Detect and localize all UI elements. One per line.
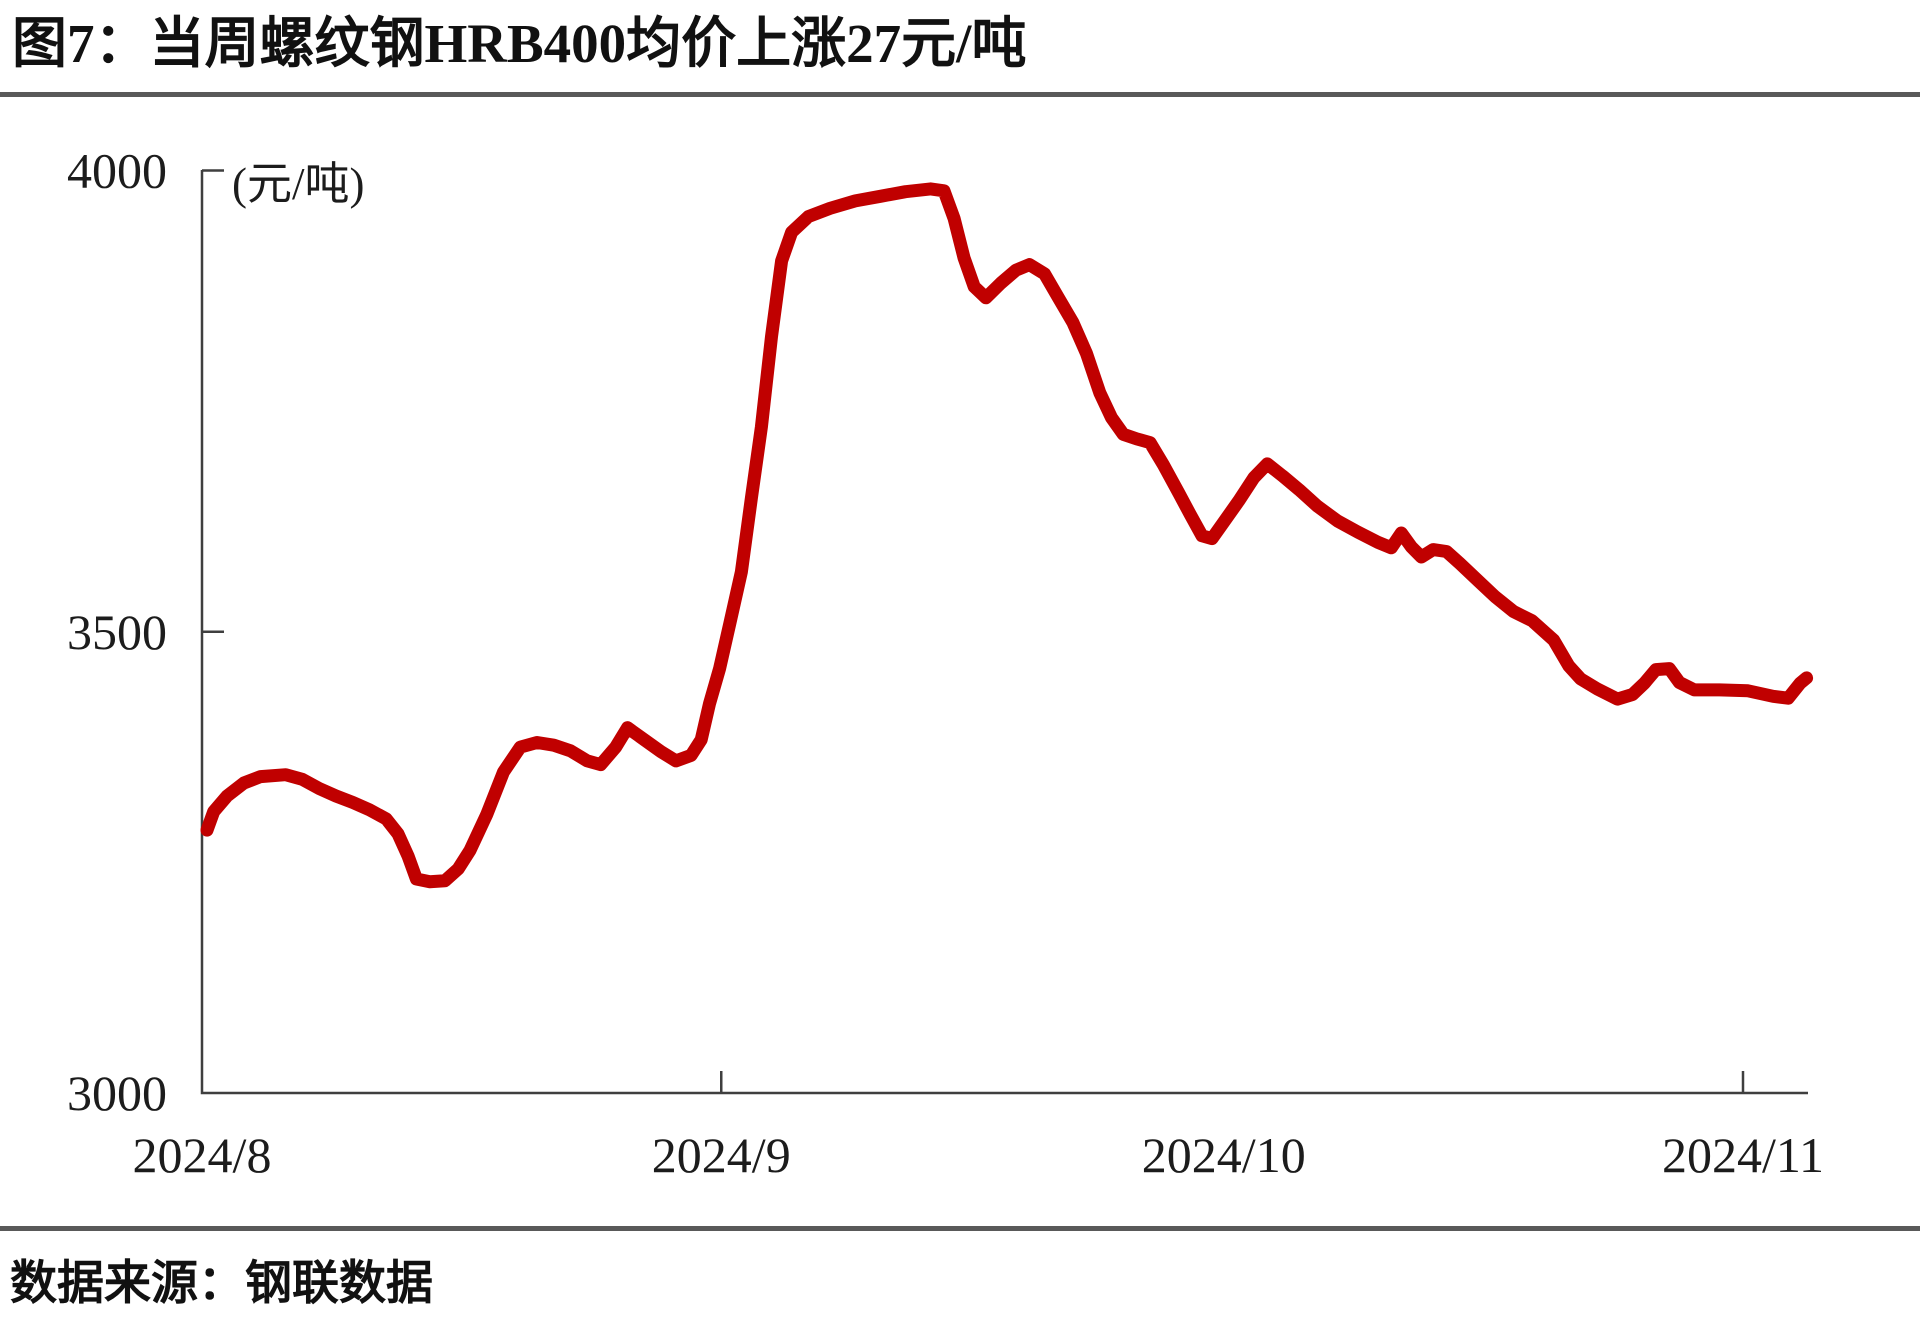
x-axis-month-label: 2024/9	[652, 1127, 791, 1183]
y-axis-tick-label: 4000	[67, 143, 167, 199]
y-axis-unit-label: (元/吨)	[232, 159, 364, 209]
x-axis-month-label: 2024/11	[1662, 1127, 1824, 1183]
x-axis-month-label: 2024/10	[1142, 1127, 1306, 1183]
figure-title: 图7：当周螺纹钢HRB400均价上涨27元/吨	[12, 13, 1027, 74]
y-axis-tick-label: 3000	[67, 1065, 167, 1121]
data-source-note: 数据来源：钢联数据	[10, 1258, 433, 1310]
price-line-series	[200, 182, 1814, 889]
axes-group	[200, 170, 1808, 1095]
title-divider	[0, 92, 1920, 97]
axis-lines	[200, 170, 1808, 1095]
footer-divider	[0, 1226, 1920, 1231]
x-axis-month-label: 2024/8	[133, 1127, 272, 1183]
y-axis-tick-label: 3500	[67, 604, 167, 660]
axis-labels-group: 3000 3500 4000 2024/8 2024/9 2024/10 2024/11	[67, 143, 1824, 1184]
ticks-group	[202, 169, 1745, 1093]
